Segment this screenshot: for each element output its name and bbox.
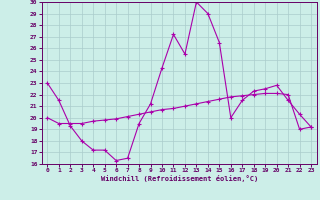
X-axis label: Windchill (Refroidissement éolien,°C): Windchill (Refroidissement éolien,°C)	[100, 175, 258, 182]
